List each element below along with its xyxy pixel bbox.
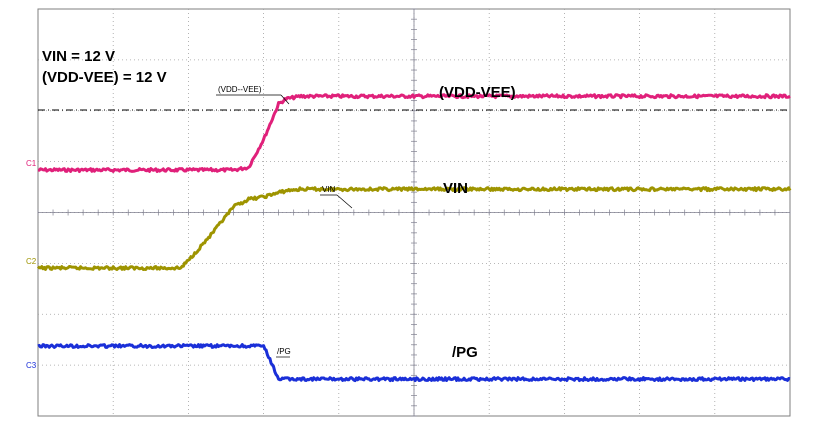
label-vin: VIN	[443, 180, 468, 197]
marker-vin: VIN	[322, 185, 336, 194]
marker-vdd-vee: (VDD--VEE)	[218, 85, 262, 94]
vdd-vee-setting-text: (VDD-VEE) = 12 V	[42, 69, 167, 86]
vin-setting-text: VIN = 12 V	[42, 48, 115, 65]
trace-c3	[37, 343, 791, 383]
marker-vdd-vee-leader	[280, 94, 290, 105]
channel-label-c2: C1	[26, 159, 37, 168]
marker-vin-leader	[336, 194, 353, 209]
label-vdd-vee: (VDD-VEE)	[439, 84, 516, 101]
traces	[36, 93, 792, 383]
marker-pg: /PG	[277, 347, 291, 356]
trace-c1	[36, 186, 792, 271]
trace-c2	[37, 93, 791, 173]
channel-label-c3: C3	[26, 361, 37, 370]
channel-label-c1: C2	[26, 257, 37, 266]
label-pg: /PG	[452, 344, 478, 361]
grid	[37, 8, 791, 417]
